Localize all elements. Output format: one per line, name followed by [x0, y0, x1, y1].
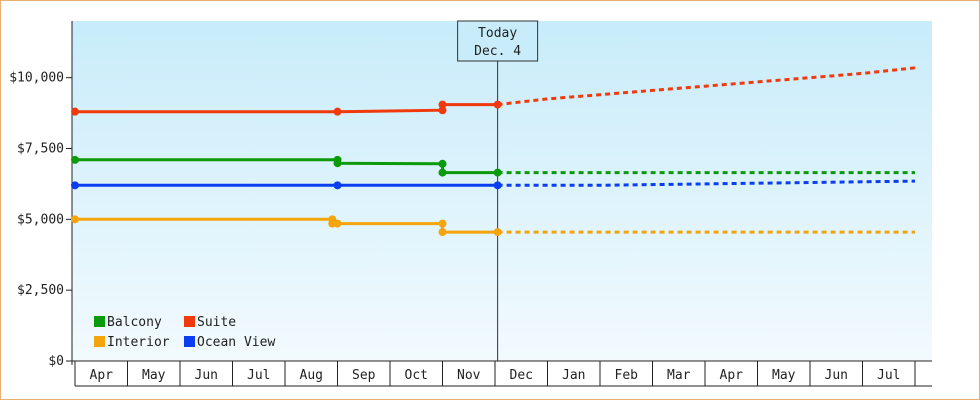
data-point-ocean-view — [71, 181, 79, 190]
x-tick-label: Aug — [300, 368, 323, 383]
x-tick-label: May — [142, 368, 166, 383]
x-tick-label: Jun — [825, 368, 848, 383]
legend-swatch-ocean-view — [184, 336, 195, 347]
x-tick-label: Nov — [457, 368, 481, 383]
series-forecast-suite — [497, 66, 916, 107]
data-point-ocean-view — [333, 181, 342, 190]
data-point-interior — [438, 228, 447, 237]
data-point-balcony — [493, 168, 502, 177]
legend-label-interior: Interior — [107, 335, 170, 350]
x-tick-label: Sep — [352, 368, 376, 383]
x-tick-label: Apr — [720, 368, 744, 383]
x-tick-label: Feb — [615, 368, 639, 383]
x-tick-label: Jan — [562, 368, 585, 383]
data-point-balcony — [333, 159, 342, 168]
data-point-suite — [71, 107, 79, 116]
y-tick-label: $0 — [48, 354, 64, 369]
series-line-balcony — [75, 158, 498, 175]
y-tick-label: $5,000 — [17, 212, 64, 227]
today-marker: Today Dec. 4 — [457, 20, 539, 361]
x-tick-label: Mar — [667, 368, 691, 383]
x-tick-label: Oct — [405, 368, 428, 383]
series-markers — [71, 100, 502, 237]
x-tick-label: Dec — [510, 368, 533, 383]
legend-label-suite: Suite — [197, 315, 236, 330]
legend-swatch-balcony — [94, 316, 105, 327]
data-point-interior — [333, 219, 342, 228]
today-date: Dec. 4 — [474, 44, 521, 59]
y-tick-label: $10,000 — [9, 71, 64, 86]
legend-swatch-suite — [184, 316, 195, 327]
legend-label-ocean-view: Ocean View — [197, 335, 275, 350]
x-tick-label: Jul — [247, 368, 270, 383]
data-point-balcony — [438, 168, 447, 177]
data-point-interior — [438, 219, 447, 228]
today-label: Today — [478, 26, 517, 41]
data-point-balcony — [71, 155, 79, 164]
data-point-suite — [438, 100, 447, 109]
y-tick-label: $2,500 — [17, 283, 64, 298]
data-point-balcony — [438, 159, 447, 168]
x-tick-label: Jun — [195, 368, 218, 383]
data-point-suite — [493, 100, 502, 109]
x-tick-label: Apr — [90, 368, 114, 383]
y-axis: $0 $2,500 $5,000 $7,500 $10,000 — [9, 21, 73, 369]
legend-label-balcony: Balcony — [107, 315, 162, 330]
legend-swatch-interior — [94, 336, 105, 347]
data-point-interior — [71, 215, 79, 224]
legend: Balcony Suite Interior Ocean View — [94, 315, 275, 350]
x-tick-label: May — [772, 368, 796, 383]
data-point-interior — [493, 228, 502, 237]
series-line-interior — [75, 217, 498, 234]
today-box — [457, 20, 539, 62]
x-axis: Apr May Jun Jul Aug Sep Oct Nov Dec Jan Feb Mar Apr M… — [70, 360, 932, 387]
plot-background — [72, 21, 932, 361]
data-point-suite — [333, 107, 342, 116]
y-tick-label: $7,500 — [17, 142, 64, 157]
x-tick-label: Jul — [877, 368, 900, 383]
data-point-ocean-view — [493, 181, 502, 190]
series-forecast-ocean-view — [497, 179, 916, 187]
data-point-suite — [438, 106, 447, 115]
